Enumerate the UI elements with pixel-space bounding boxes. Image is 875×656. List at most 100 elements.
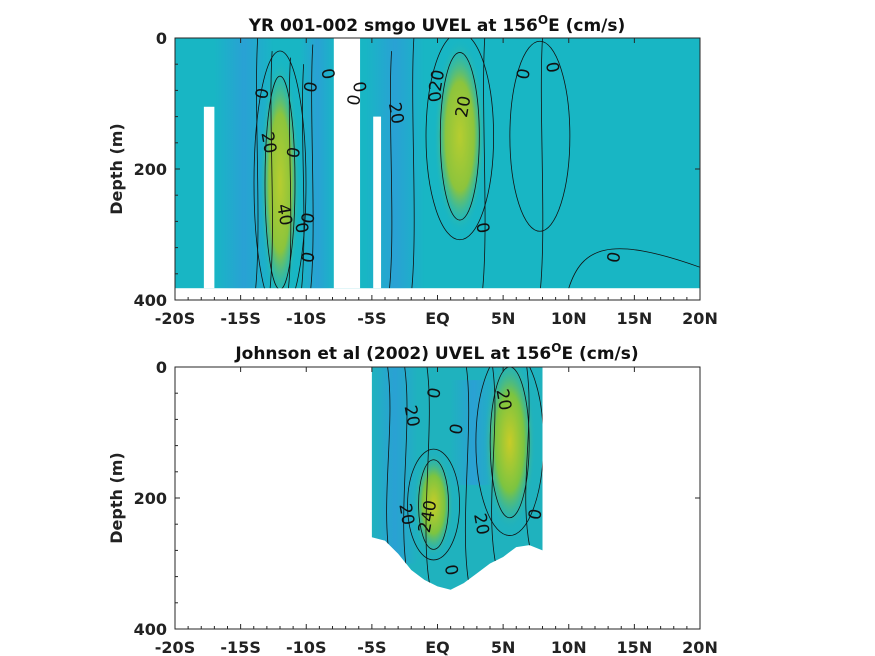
panel-top-jet (433, 38, 486, 235)
panel-top-contour-label: 20 (426, 68, 449, 93)
panel-bottom-x-tick-label: -10S (286, 638, 326, 656)
panel-top-contour-label: 0 (348, 80, 370, 94)
panel-top-y-tick-label: 200 (134, 160, 167, 179)
panel-bottom-contour-line (407, 448, 460, 561)
panel-bottom-contour-line (386, 367, 392, 564)
panel-bottom-x-tick-label: EQ (425, 638, 450, 656)
panel-bottom-y-tick-label: 0 (156, 358, 167, 377)
panel-top-jet (260, 57, 300, 289)
panel-top-title-sup: O (538, 13, 548, 27)
panel-top-x-tick-label: -20S (155, 309, 195, 328)
panel-top-contour-label: 0 (423, 90, 445, 104)
panel-top-contour-line (264, 75, 296, 289)
panel-bottom-x-tick-label: -5S (357, 638, 386, 656)
panel-bottom-x-tick-label: 15N (617, 638, 653, 656)
panel-top-x-tick-label: -5S (357, 309, 386, 328)
panel-top-contour-label: 0 (284, 146, 306, 160)
panel-bottom-title-main: Johnson et al (2002) UVEL at 156 (234, 344, 551, 364)
panel-bottom-x-tick-label: -15S (220, 638, 260, 656)
panel-top-y-tick-label: 0 (156, 29, 167, 48)
panel-top-contour-line (253, 50, 307, 289)
panel-top-contour-label: 0 (316, 67, 338, 81)
panel-top-missing-data (203, 106, 215, 289)
panel-bottom-contour-label: 20 (394, 502, 417, 527)
panel-bottom-y-tick-label: 200 (134, 489, 167, 508)
panel-top-title: YR 001-002 smgo UVEL at 156OE (cm/s) (248, 13, 626, 36)
panel-bottom-contour-line (525, 367, 531, 548)
panel-top-x-tick-label: 20N (682, 309, 718, 328)
panel-top-x-tick-label: -10S (286, 309, 326, 328)
panel-bottom-contour-label: 40 (418, 499, 441, 524)
panel-top-contour-line (509, 40, 571, 232)
panel-bottom-contour-label: 0 (440, 563, 462, 577)
panel-bottom-x-tick-label: 20N (682, 638, 718, 656)
panel-bottom-title-tail: E (cm/s) (561, 344, 638, 364)
panel-bottom-x-tick-label: 5N (491, 638, 516, 656)
panel-bottom-title: Johnson et al (2002) UVEL at 156OE (cm/s… (234, 341, 638, 364)
panel-top-contour-line (439, 52, 480, 221)
panel-bottom-contour-label: 0 (525, 507, 547, 521)
panel-top-contour-line (540, 38, 544, 289)
panel-top-title-main: YR 001-002 smgo UVEL at 156 (248, 16, 538, 36)
panel-top-contour-label: 0 (344, 93, 366, 107)
panel-bottom-x-ticks: -20S -15S -10S -5S EQ 5N 10N 15N 20N (155, 367, 718, 656)
panel-top-contour-line (482, 38, 486, 289)
panel-top-contour-line (411, 38, 415, 289)
panel-bottom-x-tick-label: -20S (155, 638, 195, 656)
panel-bottom-contour-line (491, 367, 497, 564)
panel-bottom-westward-band (371, 367, 418, 564)
panel-bottom-jet (483, 367, 536, 532)
panel-top-contour-line (255, 38, 259, 289)
panel-bottom-y-tick-label: 400 (134, 620, 167, 639)
panel-top-contour-label: 0 (298, 250, 320, 264)
panel-top-x-tick-label: 5N (491, 309, 516, 328)
panel-bottom-contour-line (489, 367, 530, 519)
panel-bottom-contour-line (475, 367, 543, 536)
panel-top-contour-label: 0 (604, 250, 626, 264)
panel-top-contour-label: 20 (256, 130, 279, 155)
panel-top-title-tail: E (cm/s) (548, 16, 625, 36)
panel-top-missing-data (333, 38, 361, 289)
panel-top-contour-line (425, 38, 495, 241)
panel-bottom-contour-label: 0 (446, 422, 468, 436)
panel-top-contour-label: 0 (301, 80, 323, 94)
panel-bottom-contour-line (418, 459, 449, 550)
panel-bottom-x-tick-label: 10N (551, 638, 587, 656)
panel-top-x-tick-label: -15S (220, 309, 260, 328)
panel-top-contour-label: 20 (384, 101, 407, 126)
panel-bottom-title-sup: O (551, 341, 561, 355)
panel-top-contour-line (288, 57, 292, 289)
panel-top-contour-label: 40 (272, 202, 295, 227)
panel-top-y-tick-label: 400 (134, 291, 167, 310)
panel-top-x-ticks: -20S -15S -10S -5S EQ 5N 10N 15N 20N (155, 38, 718, 328)
panel-top: YR 001-002 smgo UVEL at 156OE (cm/s) 000… (107, 13, 718, 328)
panel-bottom-contour-label: 2 (415, 520, 437, 534)
panel-bottom: Johnson et al (2002) UVEL at 156OE (cm/s… (107, 341, 718, 656)
panel-top-x-tick-label: 15N (617, 309, 653, 328)
panel-bottom-contour-label: 20 (491, 387, 514, 412)
panel-top-contour-label: 0 (513, 67, 535, 81)
panel-bottom-contour-line (464, 367, 470, 587)
panel-top-x-tick-label: EQ (425, 309, 450, 328)
panel-top-missing-data (373, 116, 382, 289)
panel-bottom-contour-label: 20 (400, 404, 423, 429)
panel-bottom-jet (413, 451, 454, 558)
panel-bottom-y-axis-label: Depth (m) (107, 452, 126, 544)
panel-top-contour-line (301, 64, 305, 289)
panel-top-contour-line (568, 248, 700, 289)
panel-top-contour-label: 0 (471, 221, 493, 235)
panel-top-contour-label: 0 (541, 60, 563, 74)
panel-top-x-tick-label: 10N (551, 309, 587, 328)
panel-top-contour-label: 20 (452, 94, 475, 119)
panel-bottom-contour-label: 0 (424, 386, 446, 400)
panel-top-contour-line (310, 44, 314, 289)
panel-top-y-axis-label: Depth (m) (107, 123, 126, 215)
panel-top-contour-label: 0 (252, 87, 274, 101)
